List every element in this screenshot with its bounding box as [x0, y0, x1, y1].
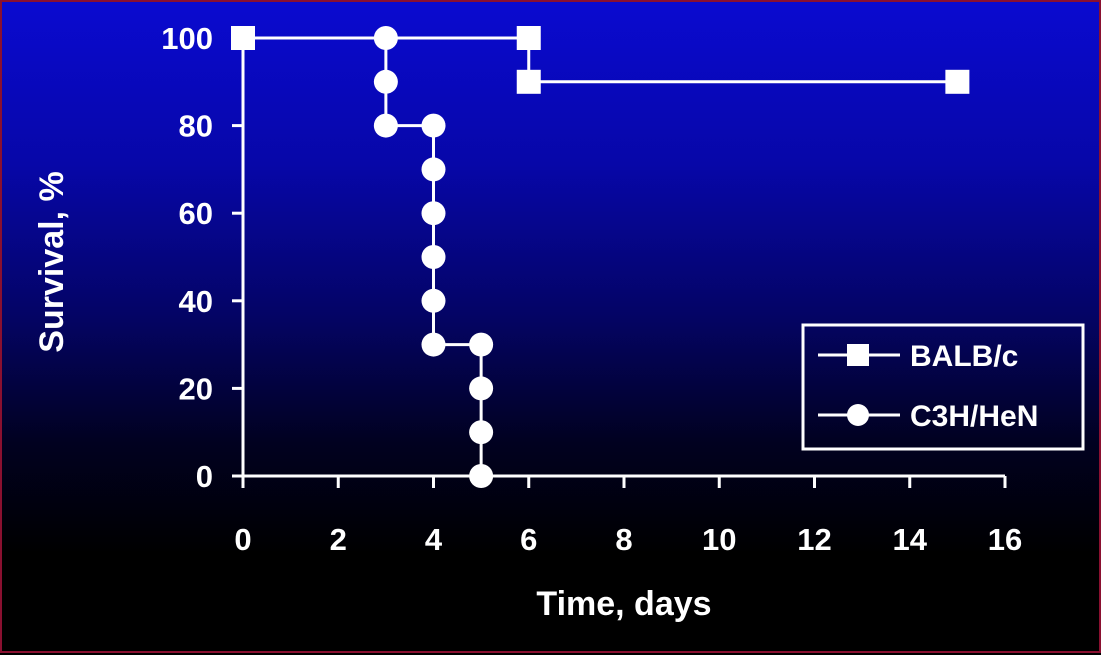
- x-tick-label: 6: [520, 522, 537, 557]
- legend-label-balbc: BALB/c: [910, 340, 1018, 373]
- legend-box: [801, 323, 1085, 451]
- x-tick-label: 14: [893, 522, 928, 557]
- data-point-circle: [231, 26, 255, 50]
- data-point-square: [516, 69, 541, 94]
- x-tick-label: 12: [797, 522, 831, 557]
- data-point-circle: [421, 332, 446, 357]
- x-axis-label: Time, days: [536, 585, 711, 623]
- data-point-circle: [421, 113, 446, 138]
- y-tick-label: 20: [179, 371, 213, 406]
- data-point-circle: [421, 201, 446, 226]
- x-tick-label: 8: [615, 522, 632, 557]
- series-line-0: [243, 36, 958, 84]
- x-tick-label: 2: [330, 522, 347, 557]
- y-tick-label: 100: [161, 21, 213, 56]
- axes: 0 20 40 60 80 100 0 2 4 6 8 10 12 14 16: [161, 21, 1022, 557]
- legend-square-marker: [847, 344, 869, 366]
- x-tick-label: 16: [988, 522, 1022, 557]
- data-point-circle: [373, 69, 398, 94]
- data-point-circle: [469, 332, 494, 357]
- y-tick-label: 40: [179, 284, 213, 319]
- data-point-circle: [421, 288, 446, 313]
- data-point-square: [945, 69, 970, 94]
- y-tick-label: 80: [179, 109, 213, 144]
- y-tick-label: 60: [179, 196, 213, 231]
- y-axis-label: Survival, %: [33, 171, 71, 352]
- x-tick-label: 4: [425, 522, 443, 557]
- data-point-circle: [373, 113, 398, 138]
- legend-circle-marker: [847, 404, 869, 426]
- data-point-circle: [469, 420, 494, 445]
- y-tick-label: 0: [196, 459, 213, 494]
- data-point-circle: [373, 26, 398, 50]
- data-point-circle: [421, 157, 446, 182]
- data-point-circle: [469, 464, 494, 488]
- x-tick-label: 10: [702, 522, 736, 557]
- data-point-circle: [469, 376, 494, 401]
- series-layer: [231, 26, 970, 488]
- legend-label-c3hhen: C3H/HeN: [910, 400, 1038, 433]
- data-point-circle: [421, 245, 446, 269]
- x-tick-label: 0: [234, 522, 251, 557]
- data-point-square: [516, 26, 541, 50]
- legend: BALB/c C3H/HeN: [801, 323, 1085, 451]
